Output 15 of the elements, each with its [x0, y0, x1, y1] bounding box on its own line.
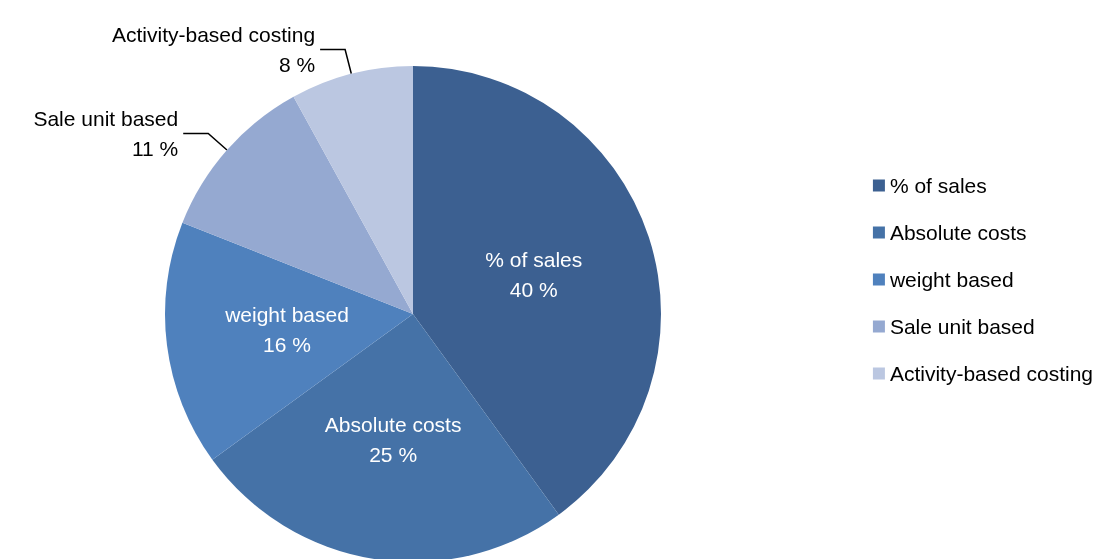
- slice-label: Activity-based costing: [112, 23, 316, 47]
- legend-label: Absolute costs: [889, 221, 1027, 244]
- data-label: 25 %: [369, 442, 418, 466]
- slice-label: Sale unit based: [33, 106, 179, 130]
- slice-label: weight based: [224, 303, 349, 327]
- legend-label: Sale unit based: [889, 315, 1035, 338]
- data-label: 16 %: [263, 333, 311, 357]
- slice-label: % of sales: [485, 248, 583, 272]
- data-label: 11 %: [131, 136, 179, 160]
- legend-label: Activity-based costing: [889, 362, 1093, 385]
- slice-label: Absolute costs: [324, 412, 462, 436]
- legend-label: % of sales: [889, 174, 987, 197]
- data-label: 8 %: [278, 53, 316, 77]
- legend-label: weight based: [888, 268, 1014, 291]
- data-label: 40 %: [509, 278, 558, 302]
